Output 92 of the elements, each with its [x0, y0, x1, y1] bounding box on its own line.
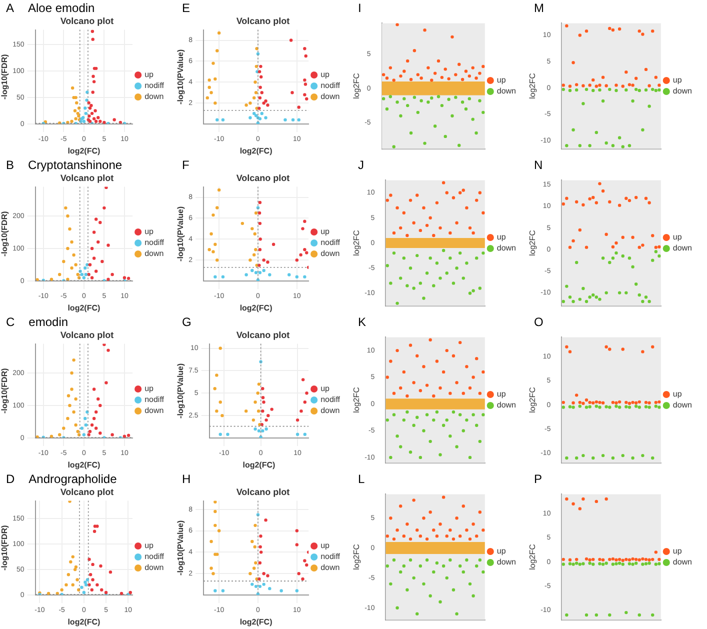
x-axis-title: log2(FC) — [242, 460, 276, 470]
legend-label: down — [144, 406, 164, 416]
legend-label: nodiff — [320, 395, 341, 404]
y-axis-title: log2FC — [528, 72, 538, 99]
legend-label: down — [672, 400, 692, 410]
legend-label: down — [320, 406, 340, 416]
legend-label: up — [496, 390, 506, 399]
text: Cryptotanshinone — [28, 158, 122, 172]
y-axis-title: log2FC — [352, 230, 362, 256]
y-axis-title: log2FC — [352, 386, 362, 413]
y-axis-title: -log10(FDR) — [0, 368, 10, 414]
legend-label: up — [320, 384, 330, 394]
y-axis-title: -log10(FDR) — [0, 210, 10, 257]
chart-title: Volcano plot — [236, 486, 290, 497]
legend-label: down — [144, 249, 164, 258]
legend-label: up — [144, 541, 154, 550]
text: N — [534, 158, 543, 172]
legend-label: down — [496, 558, 516, 567]
y-axis-title: log2FC — [352, 72, 362, 99]
text: Aloe emodin — [28, 1, 95, 15]
y-axis-title: -log10(PValue) — [176, 206, 186, 262]
text: Andrographolide — [28, 472, 117, 486]
legend-label: nodiff — [144, 395, 165, 404]
legend-label: down — [496, 244, 516, 253]
chart-title: Volcano plot — [60, 172, 114, 183]
text: A — [6, 1, 14, 15]
text: L — [358, 472, 365, 486]
y-axis-title: log2FC — [528, 386, 538, 413]
y-axis-title: -log10(FDR) — [0, 54, 10, 100]
legend-label: down — [144, 563, 164, 572]
legend-label: up — [144, 70, 154, 80]
x-axis-title: log2(FC) — [240, 146, 273, 156]
legend-label: down — [496, 400, 516, 410]
text: F — [182, 158, 190, 172]
y-axis-title: -log10(FDR) — [0, 524, 10, 571]
text: E — [182, 1, 190, 15]
legend-label: nodiff — [320, 238, 341, 248]
legend-label: up — [496, 546, 506, 556]
legend-label: nodiff — [320, 81, 341, 90]
text: emodin — [28, 315, 68, 329]
chart-title: Volcano plot — [236, 16, 290, 26]
x-axis-title: log2(FC) — [68, 146, 100, 156]
legend-label: up — [320, 227, 330, 236]
text: G — [182, 315, 192, 329]
legend-label: up — [496, 232, 506, 242]
x-axis-title: log2(FC) — [240, 303, 273, 312]
legend-label: down — [320, 92, 340, 102]
legend-label: up — [672, 546, 682, 556]
text: B — [6, 158, 14, 172]
chart-title: Volcano plot — [236, 172, 290, 183]
x-axis-title: log2(FC) — [68, 303, 100, 312]
legend-label: up — [496, 76, 506, 85]
legend-label: up — [672, 232, 682, 242]
legend-label: down — [672, 558, 692, 567]
legend-label: up — [672, 390, 682, 399]
legend-label: down — [320, 563, 340, 572]
x-axis-title: log2(FC) — [68, 460, 100, 470]
y-axis-title: log2FC — [528, 230, 538, 256]
text: J — [358, 158, 364, 172]
text: D — [6, 472, 15, 486]
legend-label: down — [672, 86, 692, 96]
legend-label: down — [496, 86, 516, 96]
text: O — [534, 315, 544, 329]
y-axis-title: log2FC — [352, 544, 362, 570]
text: P — [534, 472, 542, 486]
legend-label: down — [144, 92, 164, 102]
legend-label: nodiff — [144, 81, 165, 90]
legend-label: up — [144, 227, 154, 236]
text: C — [6, 315, 15, 329]
legend-label: nodiff — [320, 552, 341, 562]
legend-label: up — [320, 541, 330, 550]
x-axis-title: log2(FC) — [240, 617, 273, 626]
chart-title: Volcano plot — [60, 16, 114, 26]
y-axis-title: -log10(PValue) — [176, 520, 186, 576]
legend-label: up — [320, 70, 330, 80]
x-axis-title: log2(FC) — [68, 617, 100, 626]
text: I — [358, 1, 362, 15]
chart-title: Volcano plot — [60, 330, 114, 340]
chart-title: Volcano plot — [236, 330, 290, 340]
y-axis-title: -log10(PValue) — [176, 363, 186, 418]
legend-label: nodiff — [144, 238, 165, 248]
text: H — [182, 472, 191, 486]
legend-label: down — [672, 244, 692, 253]
legend-label: up — [144, 384, 154, 394]
legend-label: up — [672, 76, 682, 85]
legend-label: down — [320, 249, 340, 258]
text: M — [534, 1, 544, 15]
chart-title: Volcano plot — [60, 486, 114, 497]
text: K — [358, 315, 366, 329]
legend-label: nodiff — [144, 552, 165, 562]
y-axis-title: log2FC — [528, 544, 538, 570]
y-axis-title: -log10(PValue) — [176, 49, 186, 104]
